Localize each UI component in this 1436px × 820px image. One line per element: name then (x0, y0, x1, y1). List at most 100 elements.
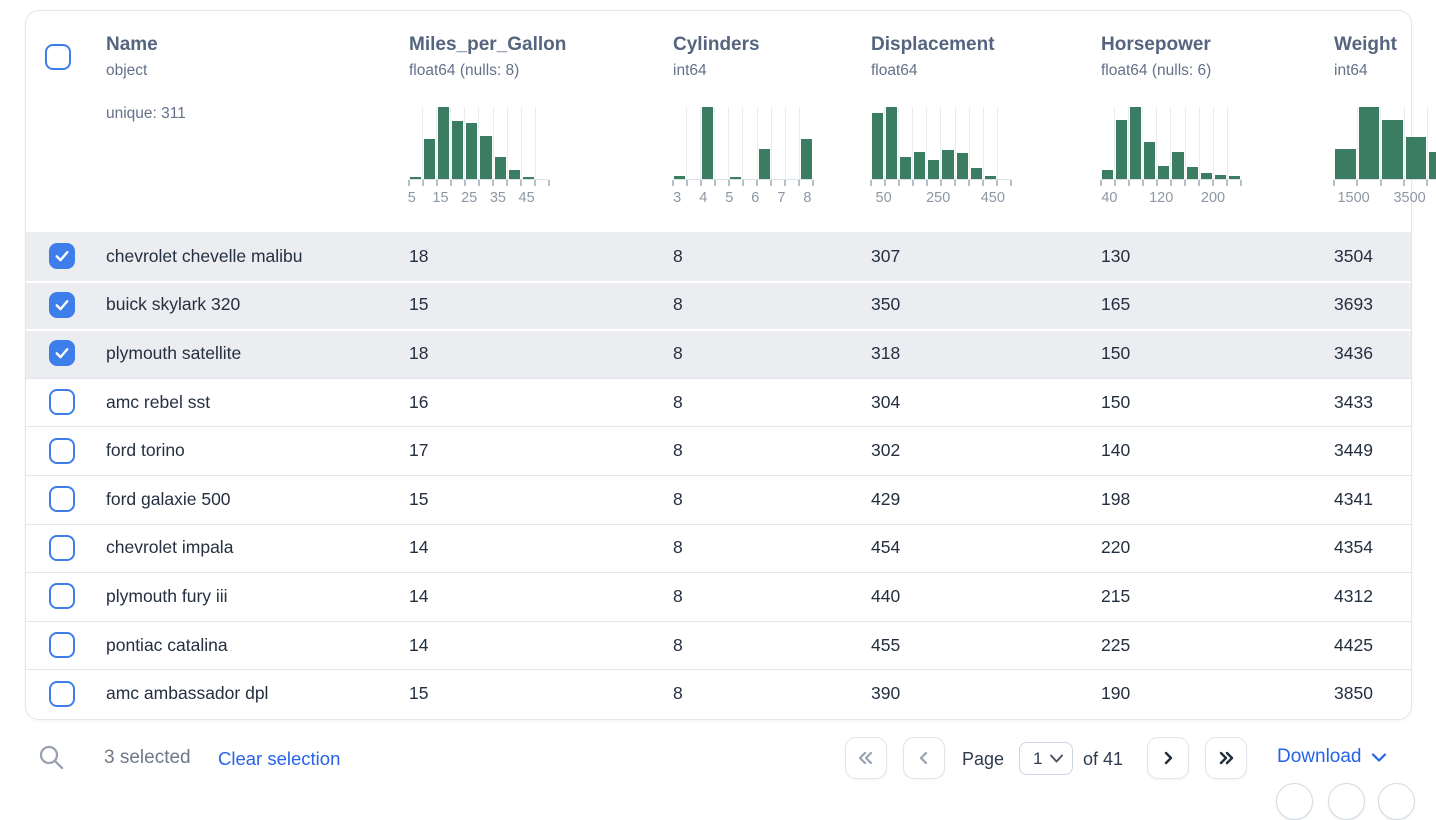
tick-mark (1184, 180, 1186, 186)
tick-label: 45 (518, 190, 535, 206)
row-checkbox[interactable] (49, 243, 75, 270)
name-cell: plymouth fury iii (106, 585, 228, 606)
table-row[interactable]: amc ambassador dpl 15 8 390 190 3850 (26, 669, 1411, 718)
histogram-bar (758, 148, 770, 179)
histogram-bar (1172, 151, 1184, 179)
row-checkbox[interactable] (49, 437, 75, 464)
tick-mark (408, 180, 410, 186)
row-checkbox-cell (26, 632, 106, 659)
tick-mark (548, 180, 550, 186)
row-checkbox[interactable] (49, 632, 75, 659)
cyl-cell: 8 (673, 294, 683, 315)
row-checkbox-cell (26, 243, 106, 270)
table-row[interactable]: ford galaxie 500 15 8 429 198 4341 (26, 475, 1411, 524)
table-row[interactable]: chevrolet chevelle malibu 18 8 307 130 3504 (26, 232, 1411, 281)
cyl-cell: 8 (673, 488, 683, 509)
column-title: Miles_per_Gallon (409, 34, 567, 55)
prev-page-button[interactable] (903, 737, 945, 779)
tick-label: 5 (407, 190, 416, 206)
tick-mark (996, 180, 998, 186)
column-histogram: 40 120 200 (1100, 107, 1242, 208)
table-row[interactable]: chevrolet impala 14 8 454 220 4354 (26, 524, 1411, 573)
table-row[interactable]: plymouth satellite 18 8 318 150 3436 (26, 329, 1411, 378)
histogram-bin (686, 107, 700, 179)
table-row[interactable]: pontiac catalina 14 8 455 225 4425 (26, 621, 1411, 670)
clear-selection-link[interactable]: Clear selection (218, 748, 341, 769)
column-dtype: float64 (nulls: 8) (409, 62, 520, 79)
tick-mark (1100, 180, 1102, 186)
tick-mark (770, 180, 772, 186)
cyl-cell: 8 (673, 537, 683, 558)
row-checkbox-cell (26, 680, 106, 707)
hp-cell: 130 (1101, 245, 1131, 266)
table-row[interactable]: ford torino 17 8 302 140 3449 (26, 426, 1411, 475)
mpg-cell: 14 (409, 537, 429, 558)
histogram-plot (1334, 107, 1436, 180)
row-checkbox[interactable] (49, 486, 75, 513)
mpg-cell: 15 (409, 488, 429, 509)
wt-cell: 3504 (1334, 245, 1373, 266)
histogram-bin (478, 107, 492, 179)
next-page-button[interactable] (1147, 737, 1189, 779)
chevron-down-icon (1050, 754, 1063, 763)
histogram-bin (450, 107, 464, 179)
row-checkbox[interactable] (49, 680, 75, 707)
search-icon[interactable] (38, 744, 66, 772)
row-checkbox-cell (26, 534, 106, 561)
table-row[interactable]: amc rebel sst 16 8 304 150 3433 (26, 378, 1411, 427)
download-button[interactable]: Download (1277, 746, 1387, 768)
tick-mark (742, 180, 744, 186)
histogram-bin (520, 107, 535, 179)
tick-mark (1010, 180, 1012, 186)
histogram-tick-labels: 40 120 200 (1101, 190, 1241, 208)
histogram-tick-labels: 3 4 5 6 7 8 (673, 190, 813, 208)
tick-mark (898, 180, 900, 186)
hidden-action-button[interactable] (1276, 783, 1313, 820)
disp-cell: 304 (871, 391, 901, 412)
column-header-cyl: Cylinders int64 3 4 5 6 7 8 (672, 11, 871, 232)
row-checkbox-cell (26, 291, 106, 318)
row-checkbox-cell (26, 486, 106, 513)
column-title: Horsepower (1101, 34, 1211, 55)
row-checkbox[interactable] (49, 340, 75, 367)
tick-label: 7 (777, 190, 786, 206)
histogram-bar (956, 153, 968, 179)
hp-cell: 215 (1101, 585, 1131, 606)
dataframe-card: Name object unique: 311 Miles_per_Gallon flo… (25, 10, 1436, 720)
first-page-button[interactable] (845, 737, 887, 779)
histogram-bar (1429, 151, 1436, 179)
row-checkbox[interactable] (49, 583, 75, 610)
histogram-plot (871, 107, 1011, 180)
table-row[interactable]: buick skylark 320 15 8 350 165 3693 (26, 280, 1411, 330)
tick-mark (534, 180, 536, 186)
page-select[interactable]: 1 (1019, 742, 1073, 775)
tick-mark (1333, 180, 1335, 186)
histogram-plot (1101, 107, 1241, 180)
wt-cell: 4425 (1334, 634, 1373, 655)
histogram-bin (1226, 107, 1241, 179)
hp-cell: 150 (1101, 391, 1131, 412)
disp-cell: 440 (871, 585, 901, 606)
tick-mark (1240, 180, 1242, 186)
tick-mark (728, 180, 730, 186)
disp-cell: 390 (871, 683, 901, 704)
row-checkbox-cell (26, 583, 106, 610)
hp-cell: 225 (1101, 634, 1131, 655)
last-page-button[interactable] (1205, 737, 1247, 779)
disp-cell: 455 (871, 634, 901, 655)
tick-mark (926, 180, 928, 186)
name-cell: chevrolet impala (106, 537, 234, 558)
row-checkbox[interactable] (49, 534, 75, 561)
histogram-bar (1116, 119, 1128, 179)
mpg-cell: 14 (409, 585, 429, 606)
table-row[interactable]: plymouth fury iii 14 8 440 215 4312 (26, 572, 1411, 621)
column-histogram: 5 15 25 35 45 (407, 107, 550, 208)
hidden-action-button[interactable] (1378, 783, 1415, 820)
row-checkbox[interactable] (49, 291, 75, 318)
histogram-bar (886, 107, 898, 179)
select-all-checkbox[interactable] (45, 44, 71, 70)
column-title: Weight (1334, 34, 1397, 55)
hidden-action-button[interactable] (1328, 783, 1365, 820)
row-checkbox[interactable] (49, 389, 75, 416)
histogram-bin (784, 107, 799, 179)
